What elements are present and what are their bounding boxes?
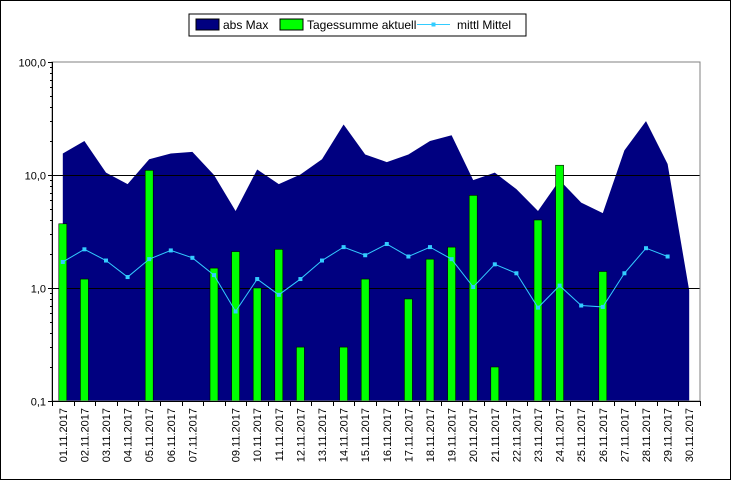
- line-marker-mittl-mittel: [557, 283, 562, 288]
- bar-tagessumme: [58, 223, 68, 402]
- bar-tagessumme: [425, 258, 435, 402]
- line-marker-mittl-mittel: [428, 245, 432, 250]
- x-tick-label: 28.11.2017: [641, 408, 653, 462]
- bar-tagessumme: [209, 267, 219, 402]
- x-tick-label: 15.11.2017: [360, 408, 372, 462]
- line-layer: [60, 242, 670, 314]
- bar-tagessumme: [360, 278, 370, 402]
- x-tick-label: 03.11.2017: [101, 408, 113, 462]
- x-tick-label: 21.11.2017: [490, 408, 502, 462]
- x-tick-label: 18.11.2017: [425, 408, 437, 462]
- x-tick-label: 11.11.2017: [274, 408, 286, 461]
- bar-tagessumme: [144, 170, 154, 402]
- y-tick-label: 1,0: [31, 284, 46, 296]
- legend-marker-mittl-mittel: [431, 22, 436, 27]
- bar-tagessumme: [274, 249, 284, 402]
- x-tick-label: 01.11.2017: [58, 408, 70, 462]
- line-marker-mittl-mittel: [233, 309, 238, 314]
- axes: 0,1 1,0 10,0 100,0 01.11.2017 02.11.2017 03.11…: [18, 58, 701, 462]
- line-marker-mittl-mittel: [363, 253, 368, 258]
- area-layer: [62, 121, 690, 401]
- line-marker-mittl-mittel: [320, 258, 324, 263]
- bar-tagessumme: [598, 271, 608, 402]
- line-marker-mittl-mittel: [298, 277, 303, 282]
- line-marker-mittl-mittel: [471, 285, 476, 290]
- bar-tagessumme: [490, 366, 500, 402]
- bar-tagessumme: [80, 278, 89, 402]
- line-marker-mittl-mittel: [514, 271, 519, 276]
- x-tick-label: 04.11.2017: [123, 408, 135, 462]
- line-marker-mittl-mittel: [492, 262, 497, 267]
- x-tick-label: 29.11.2017: [663, 408, 675, 462]
- x-tick-label: 10.11.2017: [252, 408, 264, 462]
- legend-label-mittl-mittel: mittl Mittel: [457, 18, 511, 32]
- line-marker-mittl-mittel: [449, 257, 454, 262]
- y-tick-label: 10,0: [25, 171, 46, 183]
- bar-tagessumme: [555, 164, 564, 402]
- x-tick-label: 26.11.2017: [598, 408, 610, 462]
- line-marker-mittl-mittel: [622, 271, 627, 276]
- line-marker-mittl-mittel: [82, 247, 87, 252]
- legend-label-abs-max: abs Max: [223, 18, 268, 32]
- line-marker-mittl-mittel: [255, 277, 260, 282]
- line-marker-mittl-mittel: [600, 304, 605, 309]
- bar-tagessumme: [252, 287, 262, 402]
- x-tick-label: 05.11.2017: [144, 408, 156, 462]
- line-marker-mittl-mittel: [406, 254, 411, 259]
- x-tick-label: 14.11.2017: [339, 408, 351, 462]
- line-marker-mittl-mittel: [147, 257, 152, 262]
- x-tick-label: 30.11.2017: [684, 408, 696, 462]
- x-tick-label: 24.11.2017: [555, 408, 567, 462]
- x-tick-label: 09.11.2017: [231, 408, 243, 462]
- line-marker-mittl-mittel: [168, 248, 173, 253]
- line-marker-mittl-mittel: [125, 275, 130, 280]
- line-marker-mittl-mittel: [212, 273, 216, 278]
- line-marker-mittl-mittel: [579, 303, 584, 308]
- x-tick-label: 02.11.2017: [79, 408, 91, 462]
- bar-tagessumme: [339, 346, 348, 402]
- line-marker-mittl-mittel: [341, 245, 346, 250]
- x-tick-label: 17.11.2017: [403, 408, 415, 462]
- bar-tagessumme: [533, 219, 543, 402]
- line-marker-mittl-mittel: [60, 259, 65, 264]
- bar-tagessumme: [468, 195, 478, 402]
- legend-swatch-tagessumme: [279, 18, 304, 31]
- x-tick-label: 06.11.2017: [166, 408, 178, 462]
- x-tick-label: 16.11.2017: [382, 408, 394, 462]
- line-marker-mittl-mittel: [104, 258, 108, 263]
- bar-tagessumme: [447, 246, 456, 402]
- x-tick-label: 23.11.2017: [533, 408, 545, 462]
- x-tick-label: 22.11.2017: [511, 408, 523, 462]
- bar-tagessumme: [404, 298, 413, 402]
- line-marker-mittl-mittel: [665, 254, 670, 259]
- line-marker-mittl-mittel: [190, 255, 195, 260]
- bar-tagessumme: [296, 346, 305, 402]
- x-tick-label: 13.11.2017: [317, 408, 329, 462]
- x-tick-label: 20.11.2017: [468, 408, 480, 462]
- legend-box: [188, 13, 527, 37]
- y-tick-label: 100,0: [18, 58, 46, 70]
- area-abs-max: [62, 121, 690, 401]
- x-tick-label: 19.11.2017: [447, 408, 459, 462]
- x-tick-label: 07.11.2017: [187, 408, 199, 462]
- legend: abs Max Tagessumme aktuell mittl Mittel: [188, 13, 527, 37]
- line-marker-mittl-mittel: [384, 242, 389, 247]
- x-tick-label: 12.11.2017: [295, 408, 307, 462]
- gridlines: [52, 175, 700, 289]
- line-marker-mittl-mittel: [536, 305, 540, 310]
- x-tick-label: 25.11.2017: [576, 408, 588, 462]
- y-tick-label: 0,1: [31, 397, 46, 409]
- line-marker-mittl-mittel: [644, 246, 648, 251]
- line-marker-mittl-mittel: [276, 292, 281, 297]
- x-tick-label: 27.11.2017: [619, 408, 631, 462]
- bar-tagessumme: [231, 251, 240, 402]
- legend-label-tagessumme: Tagessumme aktuell: [307, 18, 416, 32]
- legend-swatch-abs-max: [195, 18, 220, 31]
